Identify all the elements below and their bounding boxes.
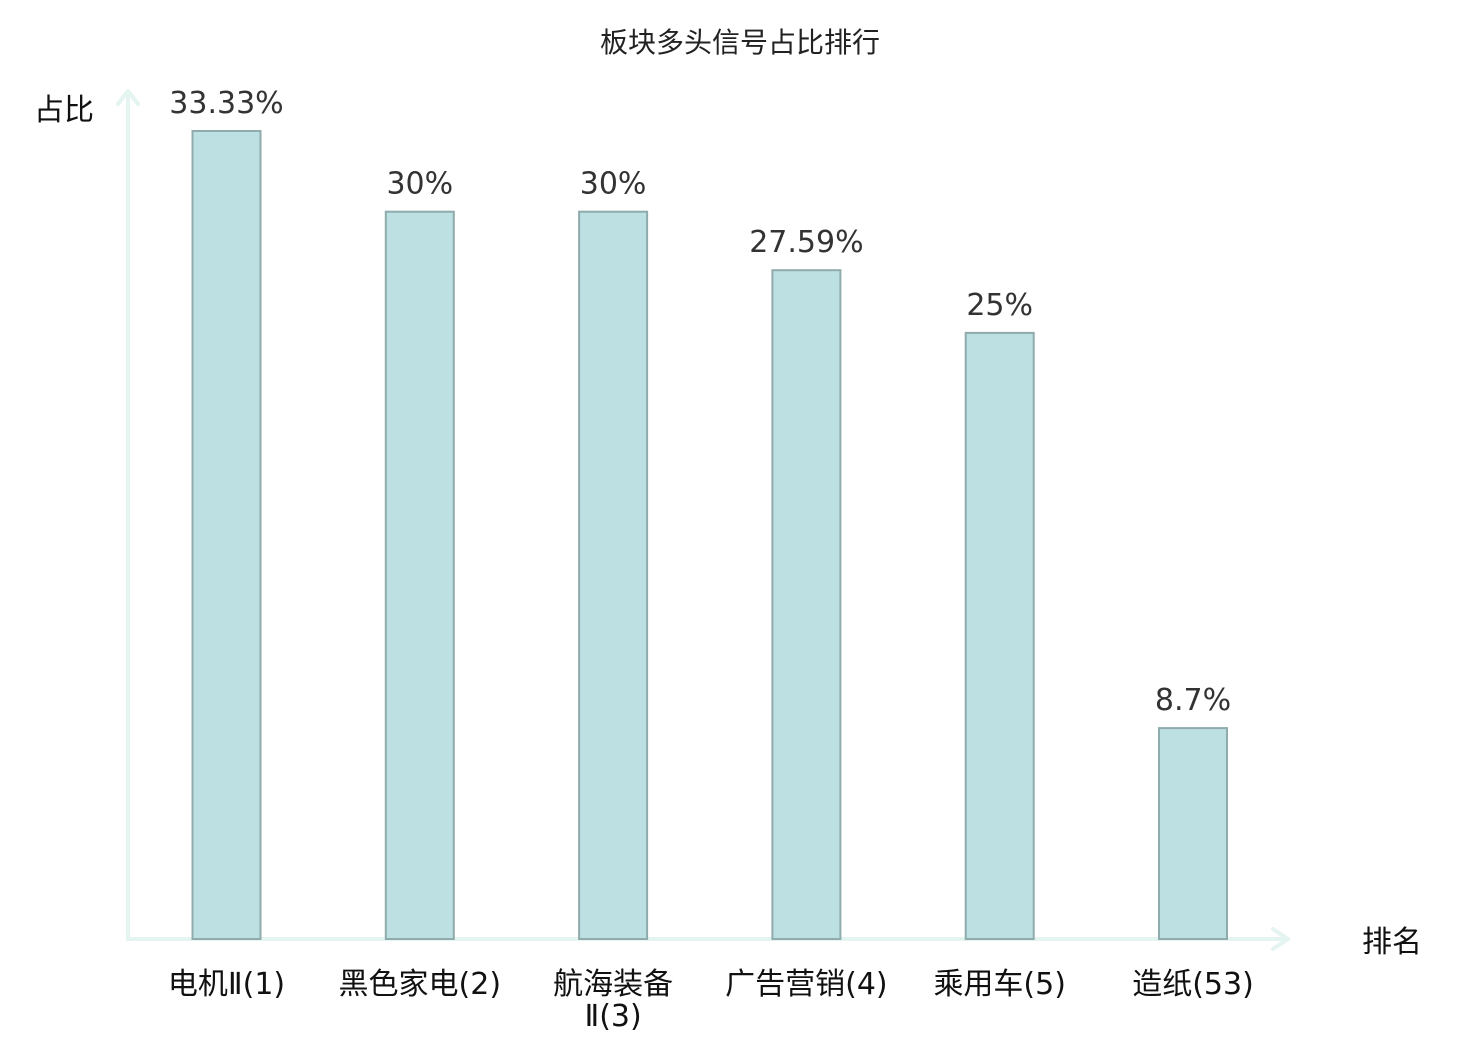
bar-value-label: 30% (580, 167, 647, 202)
category-label: 乘用车(5) (933, 967, 1066, 1002)
bar (964, 331, 1035, 940)
category-label: 电机Ⅱ(1) (168, 967, 285, 1002)
x-axis-label: 排名 (1362, 925, 1422, 960)
bar-value-label: 33.33% (169, 86, 283, 121)
value-labels-group: 33.33% 30% 30% 27.59% 25% 8.7% (169, 86, 1231, 718)
bar (1158, 727, 1228, 940)
bar-value-label: 27.59% (749, 225, 863, 260)
bar (771, 269, 842, 940)
chart-title: 板块多头信号占比排行 (600, 26, 880, 59)
y-axis-label: 占比 (34, 93, 94, 128)
category-label: Ⅱ(3) (584, 999, 641, 1034)
category-label: 广告营销(4) (725, 967, 888, 1002)
bar-value-label: 25% (966, 288, 1033, 323)
category-label: 黑色家电(2) (339, 967, 502, 1002)
bar-value-label: 30% (386, 167, 453, 202)
bars-group (191, 130, 1228, 940)
bar (191, 130, 262, 940)
x-axis (1271, 927, 1290, 951)
category-label: 航海装备 (553, 967, 673, 1002)
bar (384, 210, 455, 940)
category-label-highlighted: 造纸(53) (1132, 967, 1254, 1002)
bar-value-label: 8.7% (1155, 683, 1231, 718)
bar (578, 210, 649, 940)
